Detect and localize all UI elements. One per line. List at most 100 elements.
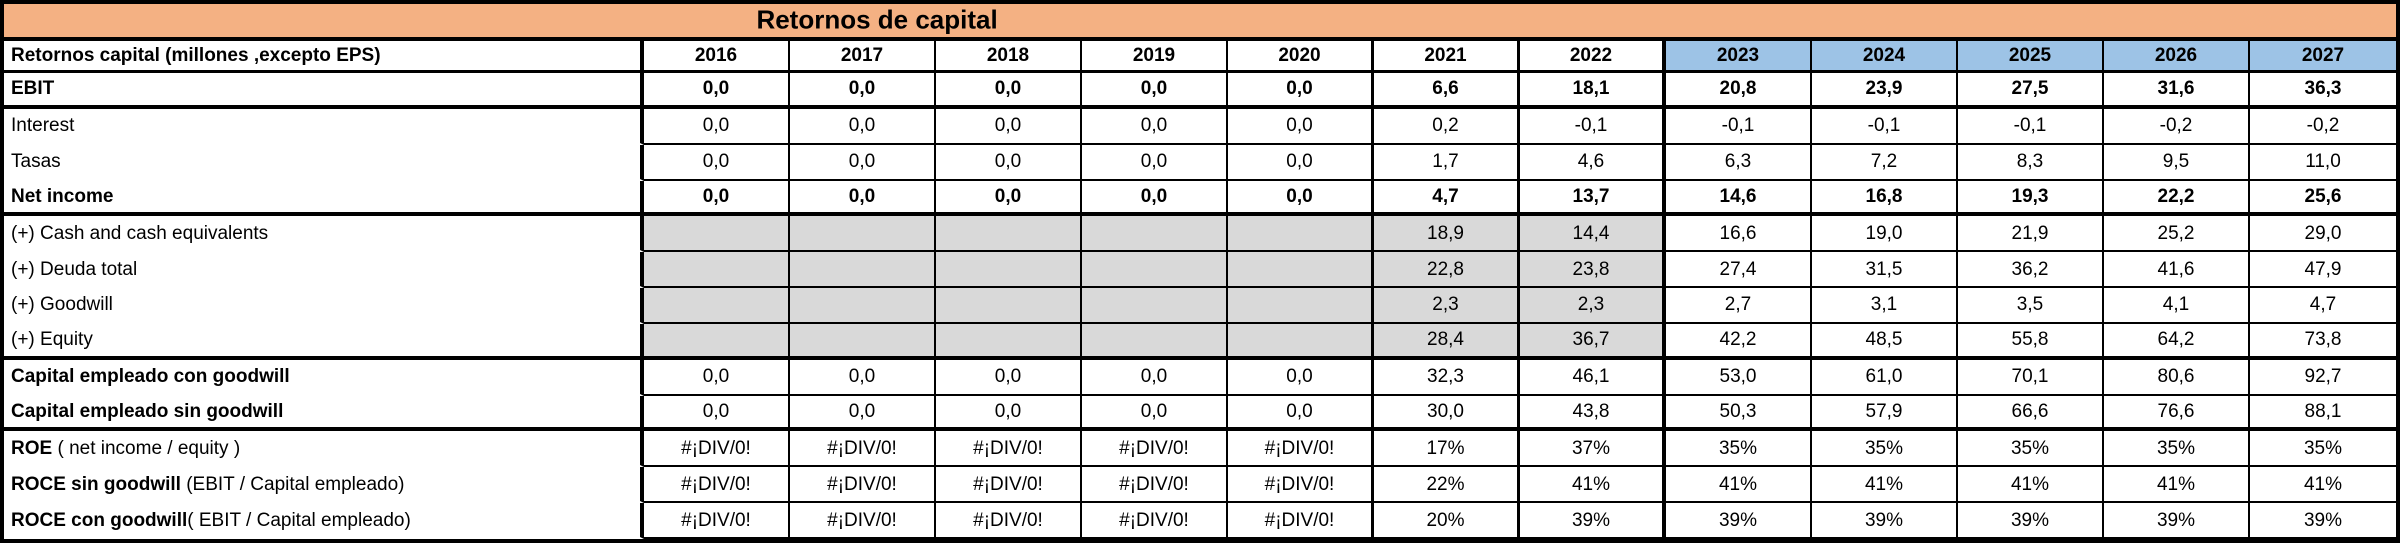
cell[interactable]: 0,0 <box>1228 180 1374 217</box>
cell[interactable]: 41% <box>1958 467 2104 504</box>
cell[interactable]: 18,9 <box>1374 216 1520 253</box>
cell[interactable] <box>1082 288 1228 324</box>
cell[interactable] <box>936 252 1082 289</box>
cell[interactable]: 19,3 <box>1958 180 2104 217</box>
cell[interactable]: 57,9 <box>1812 395 1958 432</box>
cell[interactable]: 36,2 <box>1958 252 2104 289</box>
cell[interactable]: 23,9 <box>1812 73 1958 109</box>
cell[interactable]: 46,1 <box>1520 359 1666 396</box>
cell[interactable]: 13,7 <box>1520 180 1666 217</box>
cell[interactable]: 0,0 <box>790 108 936 145</box>
cell[interactable]: 20,8 <box>1666 73 1812 109</box>
cell[interactable]: 27,4 <box>1666 252 1812 289</box>
cell[interactable]: 0,0 <box>790 395 936 432</box>
year-header[interactable]: 2018 <box>936 41 1082 70</box>
cell[interactable] <box>1082 216 1228 253</box>
cell[interactable]: 4,7 <box>1374 180 1520 217</box>
cell[interactable]: 1,7 <box>1374 144 1520 181</box>
row-label[interactable]: (+) Deuda total <box>4 252 644 289</box>
cell[interactable]: 4,1 <box>2104 288 2250 324</box>
cell[interactable]: 20% <box>1374 503 1520 539</box>
cell[interactable]: 37% <box>1520 431 1666 468</box>
cell[interactable]: 50,3 <box>1666 395 1812 432</box>
cell[interactable] <box>1228 323 1374 360</box>
cell[interactable]: #¡DIV/0! <box>1082 503 1228 539</box>
cell[interactable]: #¡DIV/0! <box>644 431 790 468</box>
cell[interactable]: 0,0 <box>1082 359 1228 396</box>
cell[interactable]: #¡DIV/0! <box>1082 467 1228 504</box>
cell[interactable]: 41% <box>1812 467 1958 504</box>
cell[interactable]: #¡DIV/0! <box>790 431 936 468</box>
cell[interactable]: 0,0 <box>1228 359 1374 396</box>
cell[interactable]: 0,0 <box>936 108 1082 145</box>
year-header[interactable]: 2021 <box>1374 41 1520 70</box>
cell[interactable]: 25,6 <box>2250 180 2396 217</box>
year-header[interactable]: 2016 <box>644 41 790 70</box>
cell[interactable]: 2,7 <box>1666 288 1812 324</box>
cell[interactable]: 0,0 <box>644 180 790 217</box>
cell[interactable]: 14,4 <box>1520 216 1666 253</box>
row-label[interactable]: Net income <box>4 180 644 217</box>
cell[interactable]: 0,0 <box>644 108 790 145</box>
cell[interactable]: 7,2 <box>1812 144 1958 181</box>
year-header[interactable]: 2024 <box>1812 41 1958 70</box>
cell[interactable]: #¡DIV/0! <box>936 467 1082 504</box>
cell[interactable] <box>936 323 1082 360</box>
cell[interactable]: 16,8 <box>1812 180 1958 217</box>
cell[interactable]: 48,5 <box>1812 323 1958 360</box>
cell[interactable]: 0,0 <box>1082 144 1228 181</box>
cell[interactable] <box>644 288 790 324</box>
cell[interactable]: 39% <box>1666 503 1812 539</box>
year-header[interactable]: 2023 <box>1666 41 1812 70</box>
cell[interactable]: 0,0 <box>644 144 790 181</box>
cell[interactable]: 0,0 <box>936 395 1082 432</box>
cell[interactable]: 0,2 <box>1374 108 1520 145</box>
cell[interactable]: 0,0 <box>936 180 1082 217</box>
cell[interactable]: 39% <box>2104 503 2250 539</box>
cell[interactable]: #¡DIV/0! <box>1228 503 1374 539</box>
cell[interactable]: -0,1 <box>1520 108 1666 145</box>
cell[interactable]: 0,0 <box>644 359 790 396</box>
cell[interactable]: 66,6 <box>1958 395 2104 432</box>
cell[interactable]: 3,5 <box>1958 288 2104 324</box>
cell[interactable]: 0,0 <box>1082 108 1228 145</box>
cell[interactable]: 70,1 <box>1958 359 2104 396</box>
cell[interactable]: #¡DIV/0! <box>790 503 936 539</box>
year-header[interactable]: 2017 <box>790 41 936 70</box>
cell[interactable]: #¡DIV/0! <box>644 467 790 504</box>
cell[interactable]: 11,0 <box>2250 144 2396 181</box>
cell[interactable]: 14,6 <box>1666 180 1812 217</box>
cell[interactable]: 19,0 <box>1812 216 1958 253</box>
cell[interactable]: 35% <box>1666 431 1812 468</box>
cell[interactable]: 39% <box>1812 503 1958 539</box>
cell[interactable] <box>1082 323 1228 360</box>
cell[interactable] <box>790 288 936 324</box>
cell[interactable]: 22,8 <box>1374 252 1520 289</box>
cell[interactable]: 0,0 <box>936 73 1082 109</box>
cell[interactable]: 41% <box>1520 467 1666 504</box>
cell[interactable]: 32,3 <box>1374 359 1520 396</box>
cell[interactable]: 30,0 <box>1374 395 1520 432</box>
cell[interactable]: 0,0 <box>644 73 790 109</box>
cell[interactable]: 0,0 <box>1228 73 1374 109</box>
cell[interactable]: -0,2 <box>2250 108 2396 145</box>
cell[interactable]: 53,0 <box>1666 359 1812 396</box>
year-header[interactable]: 2019 <box>1082 41 1228 70</box>
row-label[interactable]: ROCE sin goodwill (EBIT / Capital emplea… <box>4 467 644 504</box>
cell[interactable]: 6,3 <box>1666 144 1812 181</box>
cell[interactable]: 0,0 <box>1228 395 1374 432</box>
cell[interactable]: 35% <box>2104 431 2250 468</box>
cell[interactable]: 25,2 <box>2104 216 2250 253</box>
cell[interactable] <box>936 288 1082 324</box>
cell[interactable]: 36,7 <box>1520 323 1666 360</box>
cell[interactable] <box>1228 288 1374 324</box>
cell[interactable]: 3,1 <box>1812 288 1958 324</box>
cell[interactable] <box>790 323 936 360</box>
cell[interactable]: 22,2 <box>2104 180 2250 217</box>
cell[interactable]: 29,0 <box>2250 216 2396 253</box>
year-header[interactable]: 2022 <box>1520 41 1666 70</box>
cell[interactable]: 42,2 <box>1666 323 1812 360</box>
cell[interactable]: -0,1 <box>1666 108 1812 145</box>
row-label[interactable]: Tasas <box>4 144 644 181</box>
cell[interactable]: 21,9 <box>1958 216 2104 253</box>
